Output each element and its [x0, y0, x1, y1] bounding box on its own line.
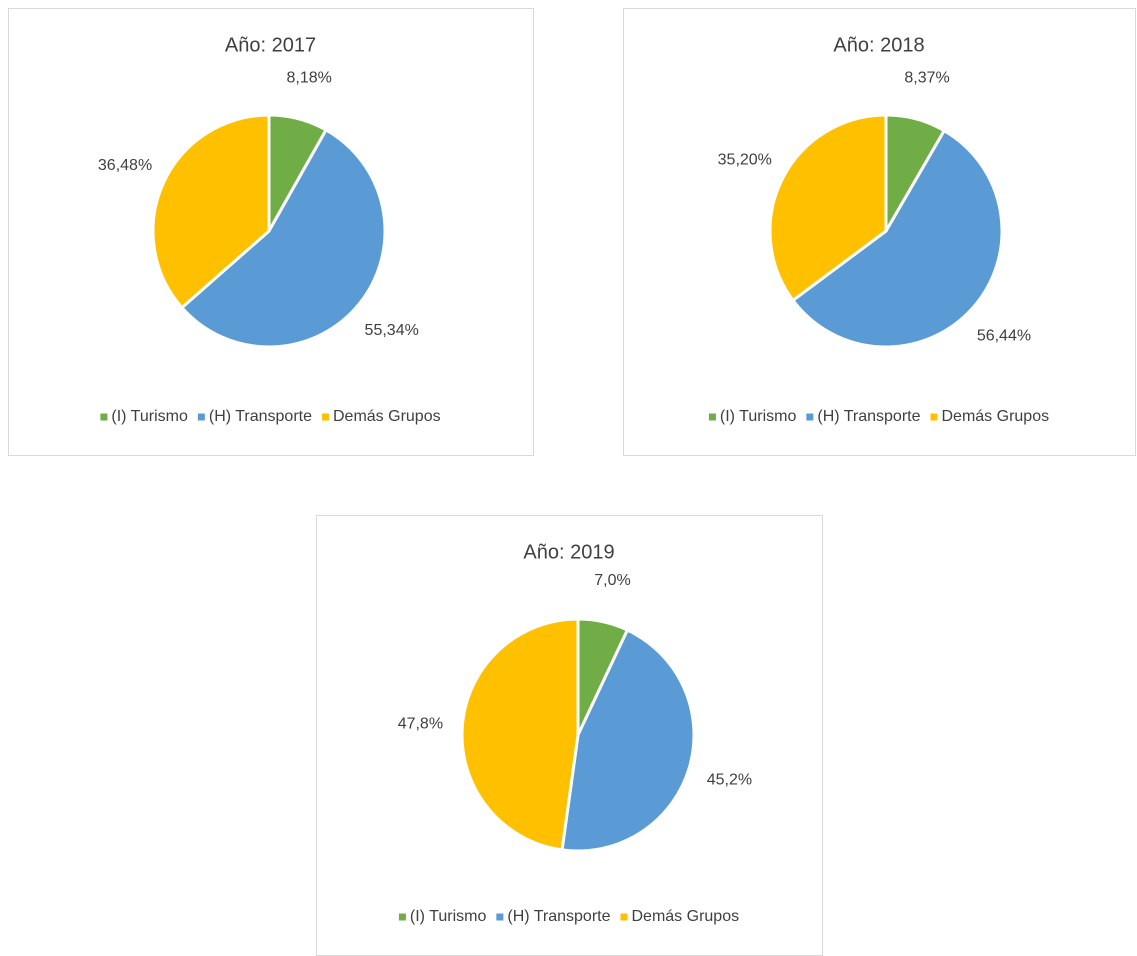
pie-chart: Año: 2019 7,0% 45,2% 47,8% (I) Turismo (H) Tr…: [316, 515, 823, 956]
legend-marker: [620, 913, 628, 921]
pie-slice: [460, 617, 580, 852]
legend-label: (I) Turismo: [720, 408, 797, 425]
pie-slice: [790, 128, 1004, 349]
legend-marker: [708, 413, 716, 421]
data-label: 45,2%: [707, 771, 752, 788]
data-label: 8,37%: [904, 70, 949, 87]
data-label: 8,18%: [286, 69, 331, 86]
data-label: 56,44%: [977, 327, 1031, 344]
legend-marker: [806, 413, 814, 421]
legend-marker: [398, 913, 406, 921]
data-label: 55,34%: [365, 322, 419, 339]
pie-slice: [768, 113, 888, 303]
legend-label: (H) Transporte: [209, 408, 312, 425]
data-label: 7,0%: [594, 572, 630, 589]
data-label: 35,20%: [718, 151, 772, 168]
pie-slice: [151, 113, 271, 310]
legend-marker: [496, 913, 504, 921]
legend-marker: [197, 413, 205, 421]
legend-label: Demás Grupos: [333, 408, 441, 425]
legend-marker: [930, 413, 938, 421]
pie-slice: [560, 628, 696, 853]
pie-chart: Año: 2017 8,18% 55,34% 36,48% (I) Turismo (H)…: [8, 8, 534, 456]
pie-chart: Año: 2018 8,37% 56,44% 35,20% (I) Turismo (H)…: [623, 8, 1136, 456]
pie-slice: [179, 127, 387, 349]
data-label: 36,48%: [98, 157, 152, 174]
chart-title: Año: 2019: [523, 541, 614, 563]
legend-label: (I) Turismo: [111, 408, 188, 425]
chart-title: Año: 2018: [833, 34, 924, 56]
legend-label: (H) Transporte: [507, 908, 610, 925]
legend-marker: [100, 413, 108, 421]
legend-label: (H) Transporte: [817, 408, 920, 425]
legend-label: Demás Grupos: [632, 908, 740, 925]
legend-label: Demás Grupos: [942, 408, 1050, 425]
legend-marker: [322, 413, 329, 421]
data-label: 47,8%: [398, 715, 443, 732]
chart-title: Año: 2017: [225, 34, 316, 56]
legend-label: (I) Turismo: [410, 908, 487, 925]
